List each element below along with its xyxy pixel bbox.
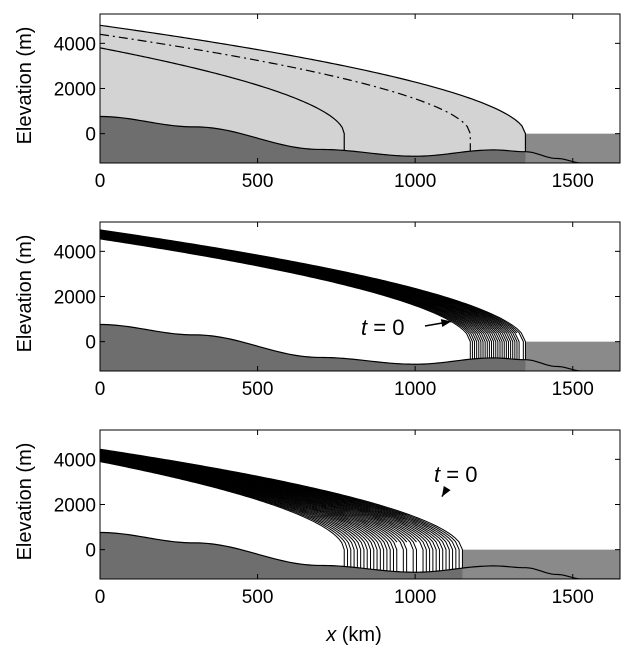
x-tick-label: 500 — [242, 587, 274, 608]
y-ticks-bottom: 0 2000 4000 — [54, 450, 620, 562]
y-tick-label: 4000 — [54, 34, 96, 55]
plot-clip-0 — [100, 24, 620, 163]
panel-top: 0 500 1000 1500 0 2000 4000 Elevation (m) — [14, 13, 621, 192]
y-tick-label: 2000 — [54, 80, 96, 101]
y-axis-label-bottom: Elevation (m) — [14, 443, 36, 561]
annotation-var-bottom: t — [434, 462, 441, 487]
bedrock-fill — [100, 324, 620, 371]
bedrock-line — [100, 531, 620, 579]
annotation-label-middle: t = 0 — [361, 315, 404, 340]
x-axis-label-rest: (km) — [336, 624, 382, 646]
x-tick-label: 1500 — [552, 379, 594, 400]
x-tick-label: 1500 — [552, 587, 594, 608]
x-tick-label: 500 — [242, 379, 274, 400]
annotation-rest-bottom: = 0 — [440, 462, 477, 487]
x-axis-label-var: x — [325, 624, 337, 646]
x-axis-label: x (km) — [325, 624, 382, 646]
x-tick-label: 0 — [95, 171, 106, 192]
bedrock-fill — [100, 116, 620, 163]
plot-clip-2 — [100, 448, 620, 579]
y-ticks-top: 0 2000 4000 — [54, 34, 620, 146]
y-ticks-middle: 0 2000 4000 — [54, 242, 620, 354]
y-tick-label: 0 — [85, 333, 96, 354]
x-ticks-top: 0 500 1000 1500 — [95, 14, 594, 192]
panel-bottom: 0 500 1000 1500 0 2000 4000 Elevation (m) t =… — [14, 429, 621, 646]
annotation-middle: t = 0 — [361, 315, 452, 340]
x-tick-label: 0 — [95, 379, 106, 400]
y-tick-label: 0 — [85, 125, 96, 146]
profile-outer — [100, 24, 527, 152]
x-tick-label: 0 — [95, 587, 106, 608]
x-tick-label: 1000 — [394, 379, 436, 400]
profile-line — [100, 238, 471, 360]
x-tick-label: 1000 — [394, 587, 436, 608]
profile-dashdot — [100, 33, 471, 152]
y-tick-label: 4000 — [54, 242, 96, 263]
plot-area-middle — [99, 221, 621, 372]
annotation-bottom: t = 0 — [434, 462, 477, 497]
y-tick-label: 4000 — [54, 450, 96, 471]
ocean-fill — [462, 549, 620, 579]
profile-inner — [100, 47, 345, 151]
x-tick-label: 1000 — [394, 171, 436, 192]
y-axis-label-top: Elevation (m) — [14, 27, 36, 145]
x-ticks-bottom: 0 500 1000 1500 — [95, 430, 594, 608]
y-tick-label: 0 — [85, 541, 96, 562]
annotation-rest-middle: = 0 — [367, 315, 404, 340]
annotation-arrow-head — [441, 485, 451, 497]
plot-clip-1 — [100, 229, 620, 371]
x-tick-label: 500 — [242, 171, 274, 192]
y-tick-label: 2000 — [54, 496, 96, 517]
annotation-arrow-head — [440, 319, 452, 328]
bedrock-line — [100, 323, 620, 371]
profile-line — [100, 461, 345, 567]
ice-sheet-fill — [100, 25, 526, 157]
panel-middle: 0 500 1000 1500 0 2000 4000 Elevation (m) t =… — [14, 221, 621, 400]
y-axis-label-middle: Elevation (m) — [14, 235, 36, 353]
plot-area-top — [99, 13, 621, 164]
annotation-label-bottom: t = 0 — [434, 462, 477, 487]
bedrock-line — [100, 115, 620, 163]
annotation-var-middle: t — [361, 315, 368, 340]
x-ticks-middle: 0 500 1000 1500 — [95, 222, 594, 400]
y-tick-label: 2000 — [54, 288, 96, 309]
x-tick-label: 1500 — [552, 171, 594, 192]
plot-area-bottom — [99, 429, 621, 580]
